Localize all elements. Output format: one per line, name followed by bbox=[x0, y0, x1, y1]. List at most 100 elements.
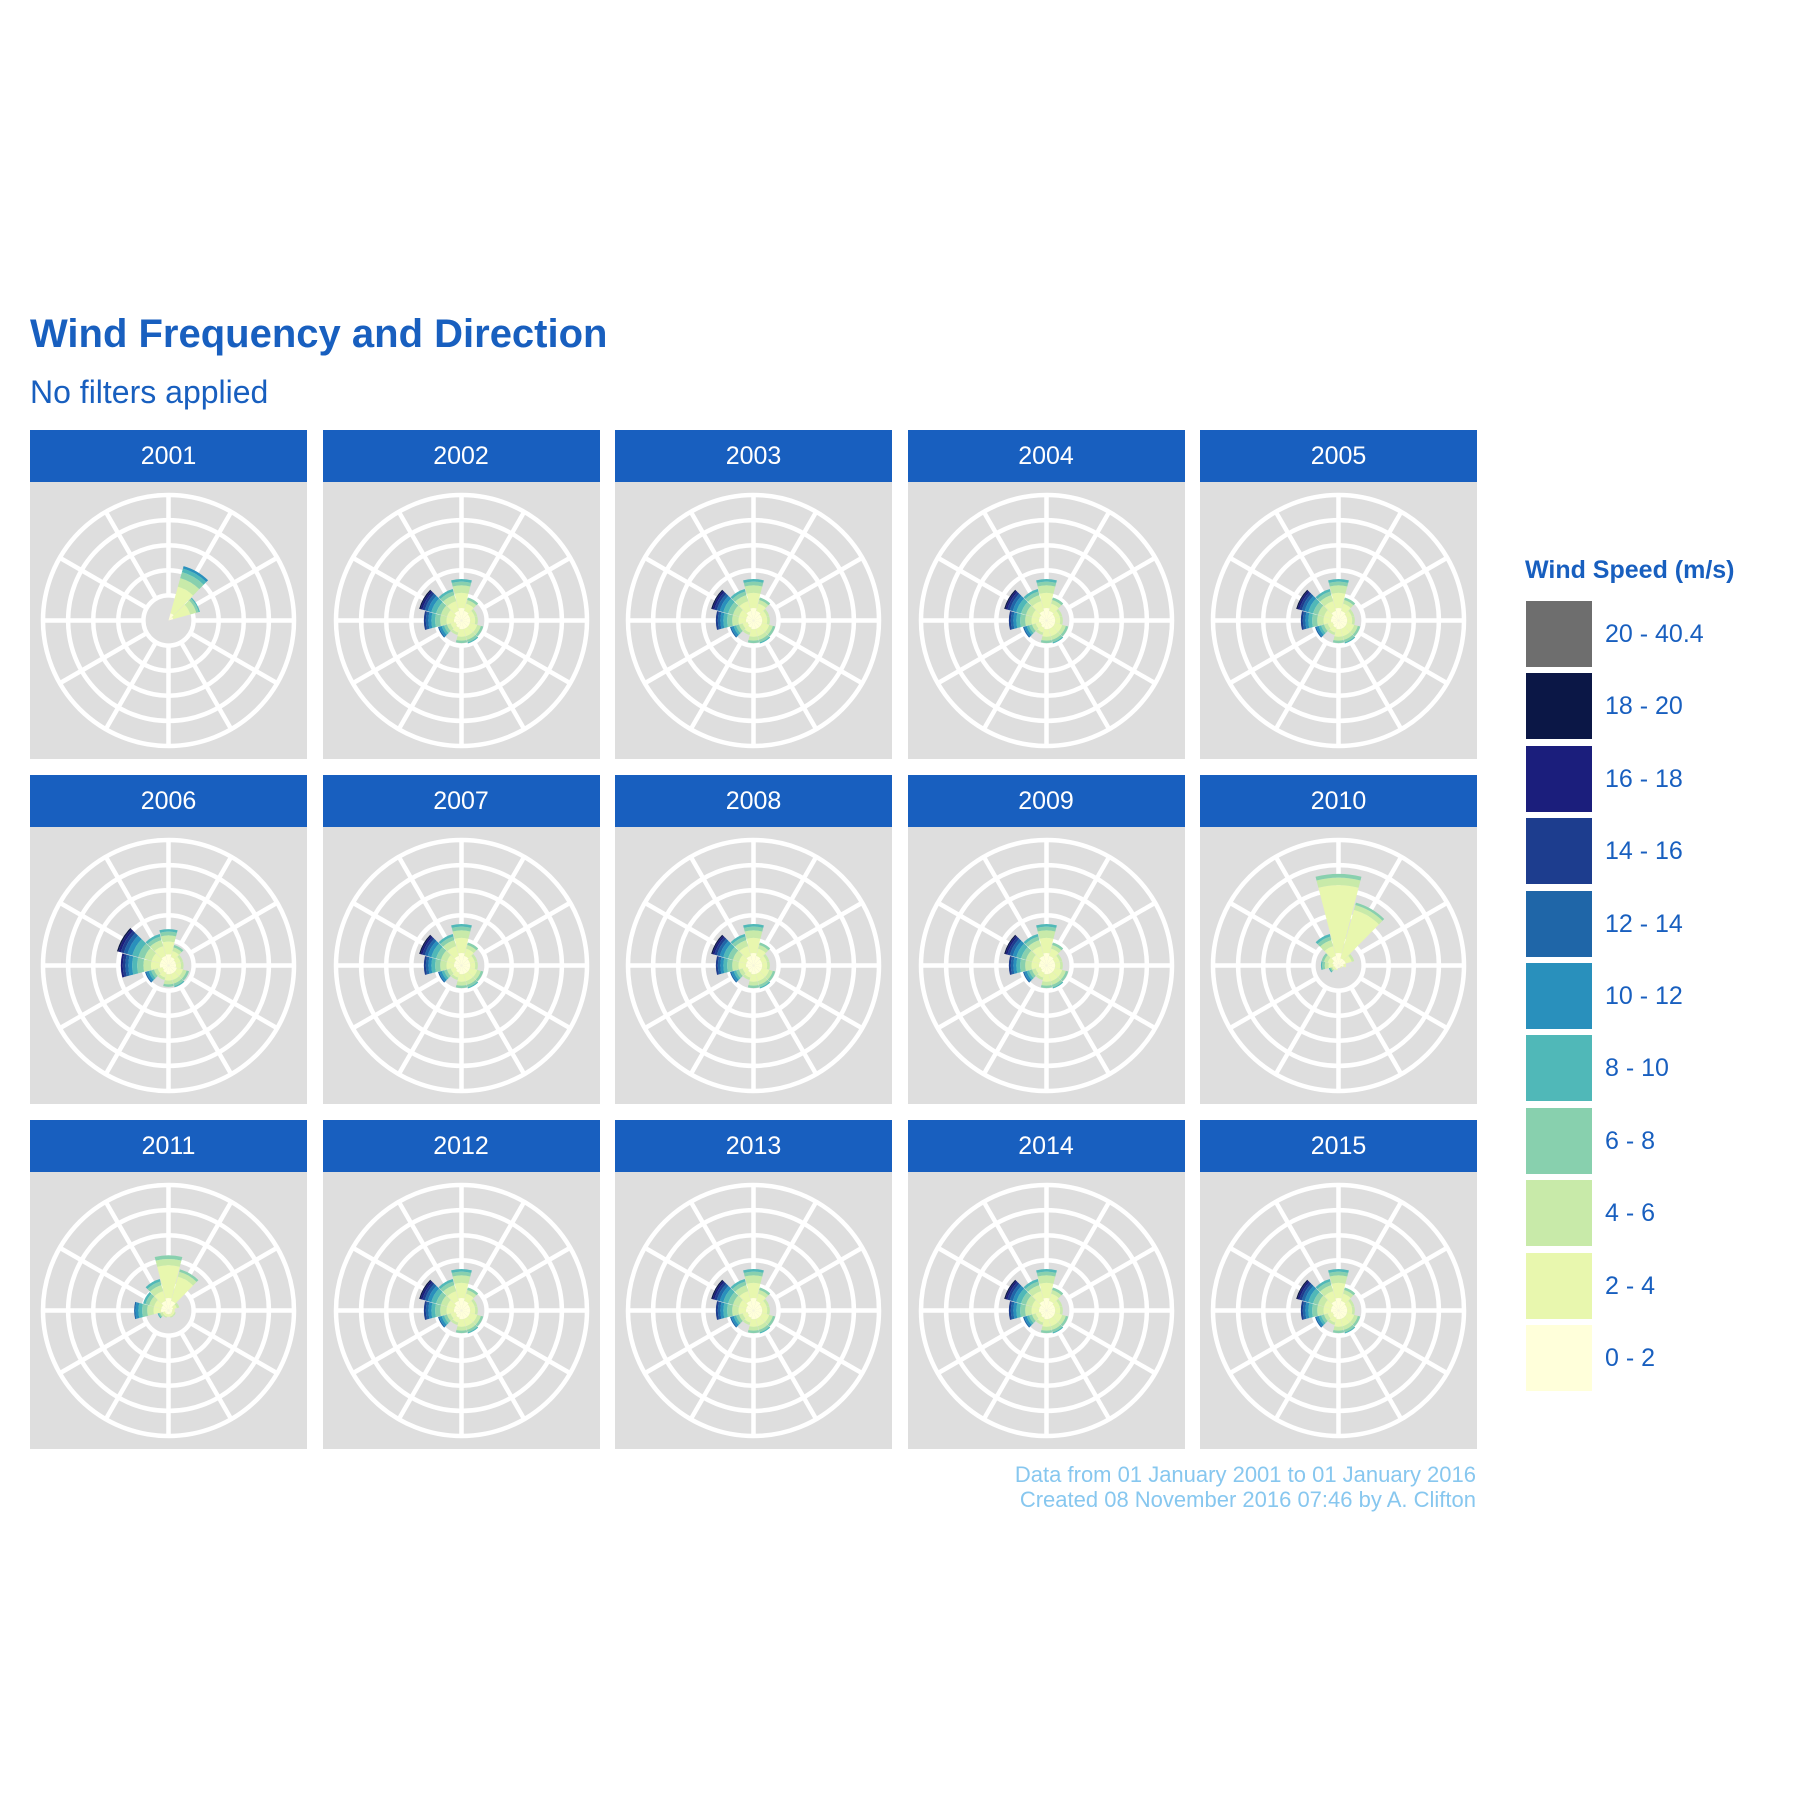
legend-item: 6 - 8 bbox=[1525, 1104, 1785, 1176]
rose-bar-segment bbox=[732, 591, 747, 602]
rose-bar-segment bbox=[759, 636, 771, 644]
rose-bar-segment bbox=[454, 592, 468, 609]
rose-bar-segment bbox=[1321, 624, 1328, 634]
rose-bar-segment bbox=[1037, 970, 1044, 978]
rose-bar-segment bbox=[746, 1305, 754, 1311]
facet-panel: 2007 bbox=[322, 775, 600, 1104]
rose-bar-segment bbox=[454, 620, 461, 625]
rose-bar-segment bbox=[1038, 963, 1046, 968]
grid-spoke bbox=[189, 1321, 279, 1376]
rose-bar-segment bbox=[759, 597, 771, 606]
rose-bar-segment bbox=[1297, 1280, 1310, 1300]
rose-bar-segment bbox=[753, 1308, 763, 1313]
rose-bar-segment bbox=[1010, 611, 1014, 630]
rose-bar-segment bbox=[765, 624, 773, 635]
rose-bar-segment bbox=[1038, 618, 1046, 623]
rose-bar-segment bbox=[1328, 579, 1349, 583]
rose-bar-segment bbox=[766, 1306, 770, 1315]
rose-bar-segment bbox=[179, 969, 187, 979]
rose-bar-segment bbox=[1342, 632, 1353, 640]
rose-bar-segment bbox=[467, 955, 475, 964]
rose-bar-segment bbox=[1059, 961, 1063, 970]
wind-rose bbox=[625, 492, 882, 749]
legend-title: Wind Speed (m/s) bbox=[1525, 556, 1735, 584]
rose-bar-segment bbox=[742, 1319, 751, 1326]
rose-bar-segment bbox=[173, 956, 181, 964]
legend-swatch bbox=[1526, 818, 1592, 885]
rose-bar-segment bbox=[1012, 595, 1024, 613]
polar-plot-area bbox=[615, 1172, 892, 1449]
rose-bar-segment bbox=[1316, 626, 1324, 637]
rose-bar-segment bbox=[759, 1287, 771, 1296]
rose-bar-segment bbox=[1012, 940, 1024, 958]
rose-bar-segment bbox=[711, 1279, 724, 1300]
facet-panel: 2002 bbox=[322, 430, 600, 759]
rose-bar-segment bbox=[1015, 598, 1028, 614]
rose-bar-segment bbox=[1333, 1326, 1344, 1331]
rose-bar-segment bbox=[177, 1271, 197, 1286]
rose-bar-segment bbox=[743, 924, 764, 928]
rose-bar-segment bbox=[1328, 962, 1334, 969]
rose-bar-segment bbox=[733, 625, 741, 635]
rose-bar-segment bbox=[712, 1280, 725, 1300]
rose-bar-segment bbox=[1010, 1301, 1014, 1320]
rose-bar-segment bbox=[745, 618, 754, 623]
grid-spoke bbox=[981, 641, 1036, 731]
rose-bar-segment bbox=[157, 974, 166, 981]
rose-bar-segment bbox=[1052, 981, 1063, 989]
rose-bar-segment bbox=[173, 978, 184, 987]
rose-bar-segment bbox=[1031, 1299, 1041, 1309]
rose-bar-segment bbox=[756, 948, 766, 959]
legend-swatch bbox=[1526, 601, 1592, 667]
rose-bar-segment bbox=[732, 615, 739, 626]
grid-spoke bbox=[1228, 1321, 1318, 1376]
grid-spoke bbox=[764, 855, 819, 945]
rose-bar-segment bbox=[1333, 1310, 1339, 1318]
wind-rose bbox=[918, 837, 1174, 1094]
grid-spoke bbox=[1349, 1200, 1404, 1290]
legend-swatch bbox=[1526, 1324, 1592, 1391]
rose-bar-segment bbox=[1057, 624, 1066, 635]
rose-bar-segment bbox=[123, 932, 139, 955]
rose-bar-segment bbox=[1052, 1312, 1062, 1322]
rose-bar-segment bbox=[1312, 1303, 1318, 1318]
rose-bar-segment bbox=[730, 971, 738, 983]
grid-spoke bbox=[936, 631, 1026, 686]
grid-spoke bbox=[1228, 976, 1318, 1031]
rose-bar-segment bbox=[1335, 607, 1342, 621]
rose-bar-segment bbox=[116, 928, 132, 952]
legend-item: 14 - 16 bbox=[1525, 814, 1785, 886]
rose-bar-segment bbox=[746, 960, 754, 966]
rose-bar-segment bbox=[469, 962, 475, 969]
rose-bar-segment bbox=[746, 592, 761, 609]
wind-rose bbox=[333, 492, 589, 749]
rose-bar-segment bbox=[1035, 967, 1042, 974]
rose-bar-segment bbox=[1046, 1310, 1055, 1317]
rose-bar-segment bbox=[750, 607, 757, 621]
rose-bar-segment bbox=[1046, 963, 1055, 968]
rose-bar-segment bbox=[745, 1308, 754, 1313]
grid-spoke bbox=[189, 1245, 279, 1300]
rose-bar-segment bbox=[134, 1301, 137, 1320]
rose-bar-segment bbox=[128, 955, 134, 976]
rose-bar-segment bbox=[450, 622, 457, 629]
rose-bar-segment bbox=[1057, 969, 1066, 980]
facet-strip-label: 2008 bbox=[615, 775, 892, 827]
rose-bar-segment bbox=[181, 970, 190, 981]
legend-label: 12 - 14 bbox=[1605, 909, 1683, 938]
rose-bar-segment bbox=[461, 1304, 470, 1311]
rose-bar-segment bbox=[742, 974, 751, 981]
rose-bar-segment bbox=[1343, 955, 1352, 964]
rose-bar-segment bbox=[169, 1313, 173, 1317]
rose-bar-segment bbox=[1323, 1299, 1334, 1309]
rose-bar-segment bbox=[442, 595, 456, 607]
rose-bar-segment bbox=[461, 1308, 470, 1313]
caption-date-range: Data from 01 January 2001 to 01 January … bbox=[1014, 1462, 1476, 1487]
rose-bar-segment bbox=[1008, 956, 1012, 975]
rose-bar-segment bbox=[753, 1310, 760, 1319]
legend-label: 14 - 16 bbox=[1605, 837, 1683, 866]
rose-bar-segment bbox=[1027, 1285, 1041, 1297]
rose-bar-segment bbox=[1327, 1319, 1336, 1326]
rose-bar-segment bbox=[168, 960, 176, 966]
rose-bar-segment bbox=[1333, 636, 1344, 641]
